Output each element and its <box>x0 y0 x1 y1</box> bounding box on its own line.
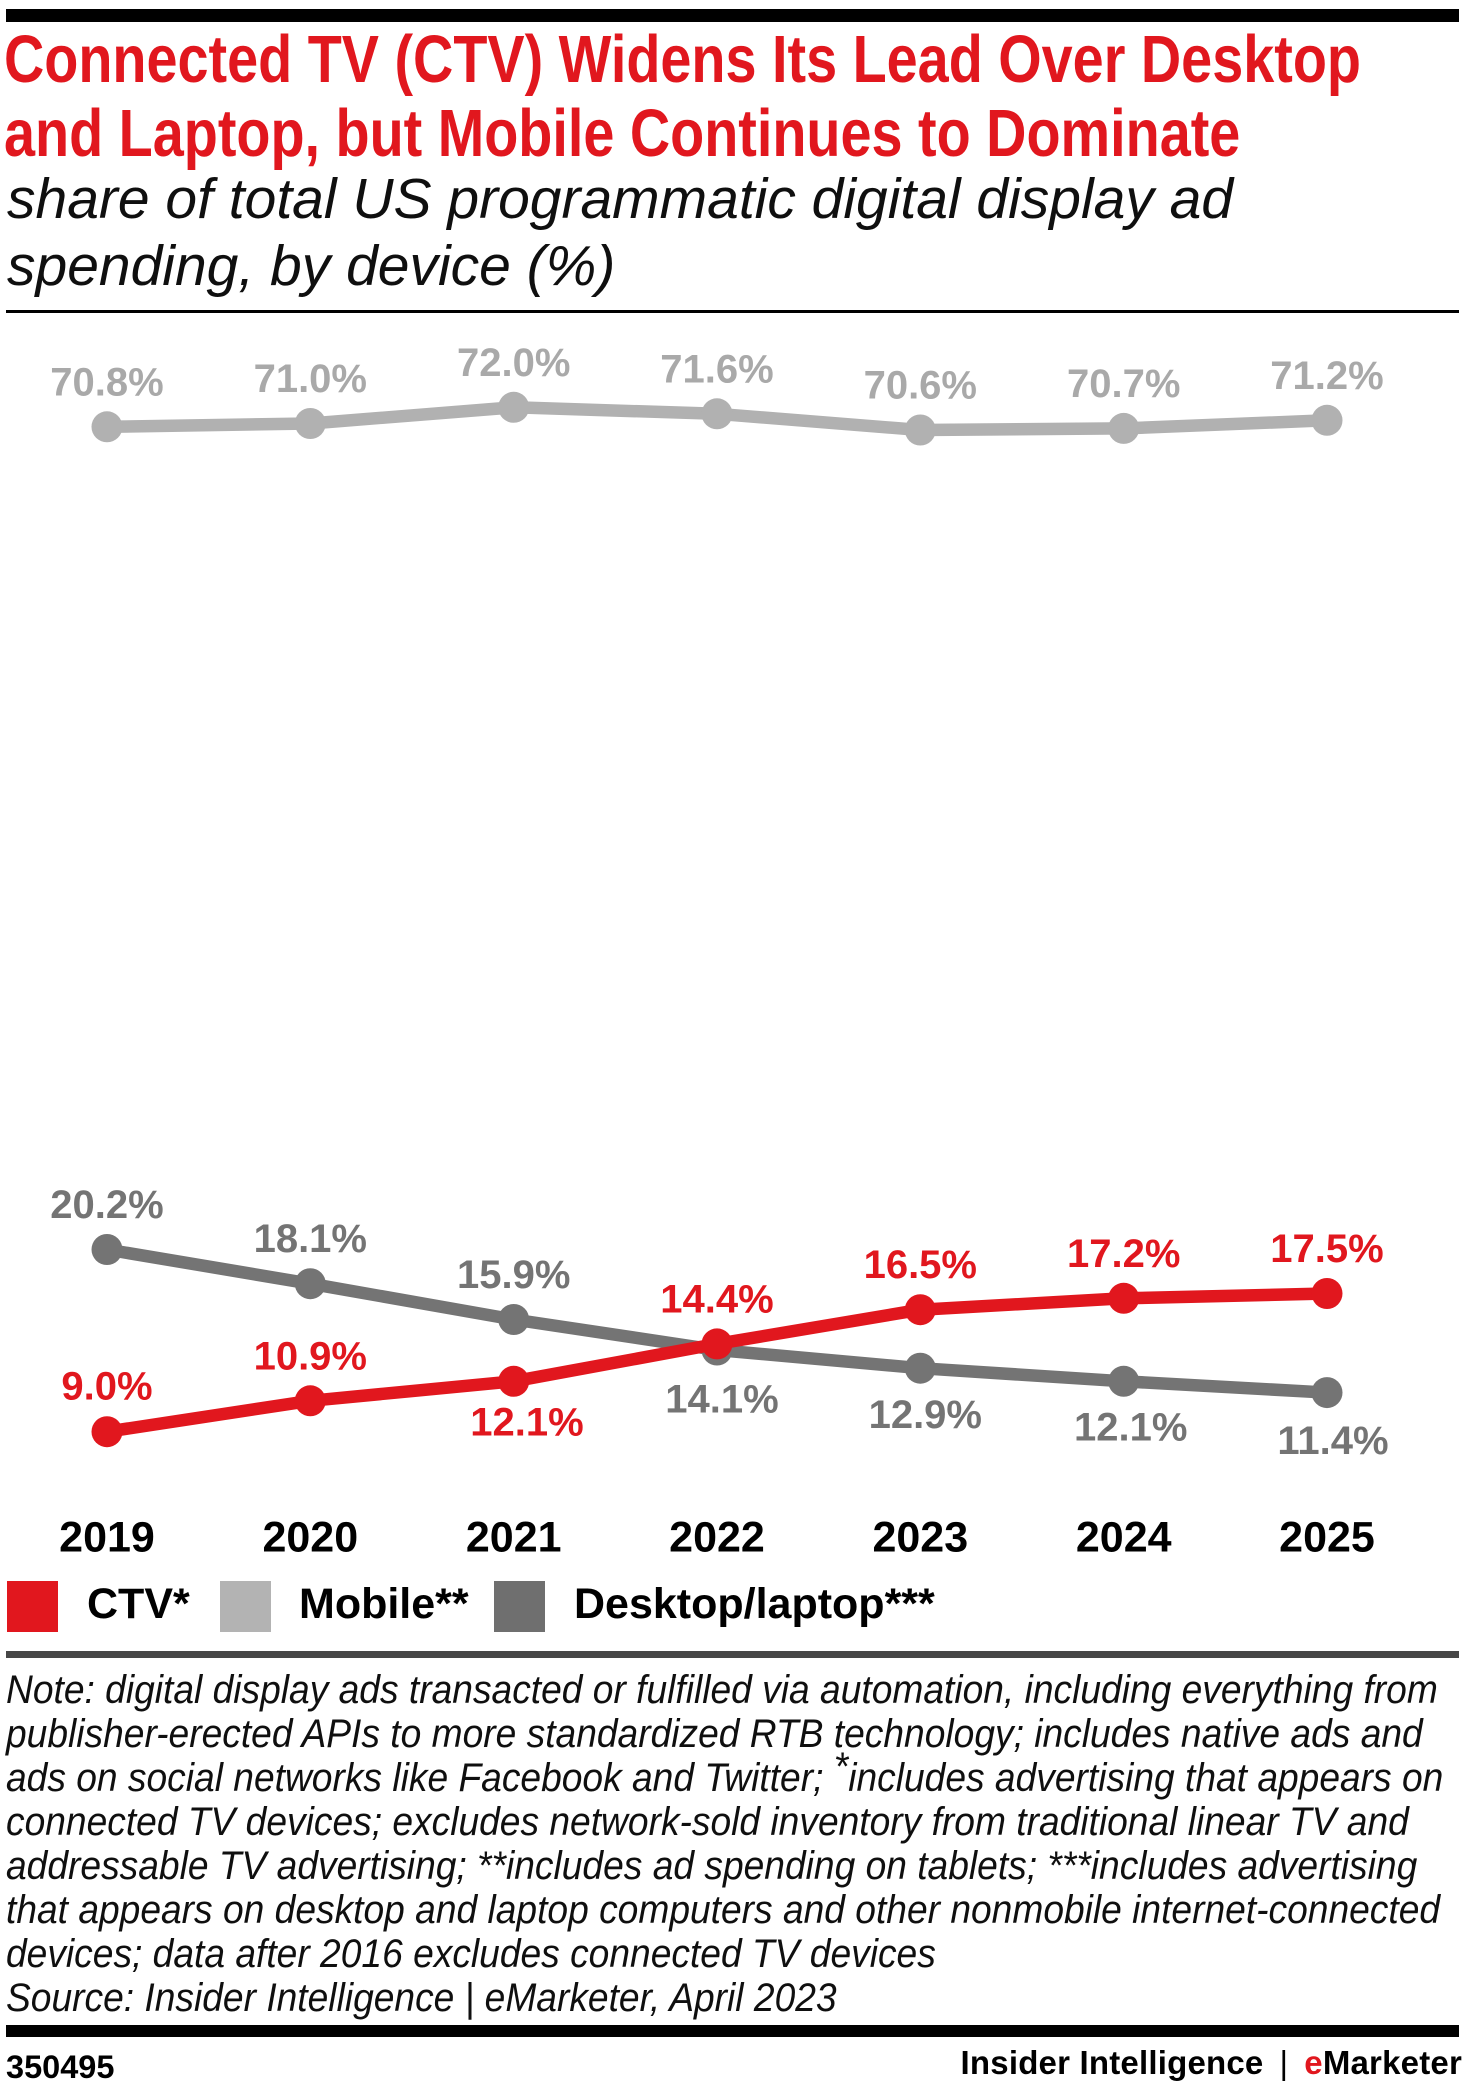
svg-text:14.1%: 14.1% <box>665 1377 778 1421</box>
svg-text:18.1%: 18.1% <box>254 1217 367 1261</box>
svg-text:9.0%: 9.0% <box>61 1365 152 1409</box>
svg-text:15.9%: 15.9% <box>457 1253 570 1297</box>
svg-text:2023: 2023 <box>872 1514 968 1562</box>
svg-text:2020: 2020 <box>262 1514 358 1562</box>
svg-text:12.1%: 12.1% <box>470 1400 583 1444</box>
svg-text:71.0%: 71.0% <box>254 357 367 401</box>
svg-text:71.6%: 71.6% <box>660 347 773 391</box>
svg-text:11.4%: 11.4% <box>1277 1419 1388 1463</box>
svg-text:12.9%: 12.9% <box>869 1393 982 1437</box>
svg-text:71.2%: 71.2% <box>1270 354 1383 398</box>
svg-text:2022: 2022 <box>669 1514 765 1562</box>
svg-text:20.2%: 20.2% <box>50 1183 163 1227</box>
svg-text:2024: 2024 <box>1076 1514 1172 1562</box>
svg-text:70.7%: 70.7% <box>1067 362 1180 406</box>
svg-text:16.5%: 16.5% <box>864 1243 977 1287</box>
svg-text:17.2%: 17.2% <box>1067 1232 1180 1276</box>
svg-text:12.1%: 12.1% <box>1074 1405 1187 1449</box>
svg-text:17.5%: 17.5% <box>1270 1227 1383 1271</box>
svg-text:14.4%: 14.4% <box>660 1277 773 1321</box>
svg-text:72.0%: 72.0% <box>457 341 570 385</box>
svg-text:2025: 2025 <box>1279 1514 1375 1562</box>
svg-text:70.8%: 70.8% <box>50 360 163 404</box>
svg-text:10.9%: 10.9% <box>254 1334 367 1378</box>
svg-text:2019: 2019 <box>59 1514 155 1562</box>
svg-text:2021: 2021 <box>466 1514 562 1562</box>
svg-text:70.6%: 70.6% <box>864 364 977 408</box>
